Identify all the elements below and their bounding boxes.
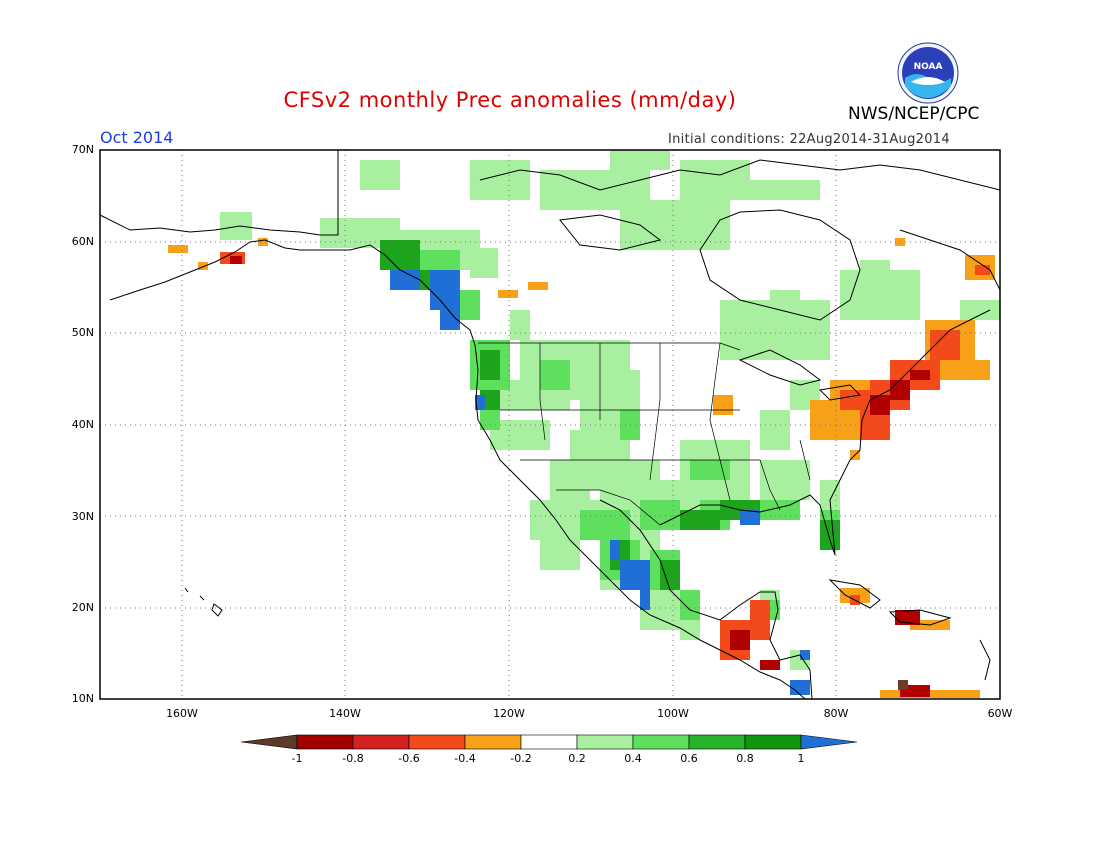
- colorbar-segment: [688, 734, 746, 750]
- chart-title: CFSv2 monthly Prec anomalies (mm/day): [283, 88, 737, 112]
- colorbar-label: 0.2: [568, 752, 586, 765]
- colorbar-label: -0.2: [510, 752, 532, 765]
- colorbar-segment: [352, 734, 410, 750]
- lat-label-60n: 60N: [71, 235, 94, 248]
- colorbar: [240, 734, 858, 750]
- grid-lines: [100, 150, 1000, 699]
- initial-conditions: Initial conditions: 22Aug2014-31Aug2014: [668, 132, 950, 147]
- colorbar-segment: [632, 734, 690, 750]
- lon-label-100w: 100W: [657, 707, 689, 720]
- lat-label-70n: 70N: [71, 143, 94, 156]
- forecast-month: Oct 2014: [100, 128, 174, 147]
- map-frame: [99, 149, 1001, 700]
- lon-label-160w: 160W: [166, 707, 198, 720]
- colorbar-label: 0.4: [624, 752, 642, 765]
- colorbar-segment: [520, 734, 578, 750]
- lon-label-120w: 120W: [493, 707, 525, 720]
- anomaly-shading: [168, 150, 1000, 698]
- colorbar-segment: [408, 734, 466, 750]
- colorbar-label: 1: [797, 752, 805, 765]
- organization-label: NWS/NCEP/CPC: [848, 104, 980, 124]
- lat-label-20n: 20N: [71, 601, 94, 614]
- political-borders: [478, 342, 811, 526]
- colorbar-segment: [744, 734, 802, 750]
- colorbar-label: -0.6: [398, 752, 420, 765]
- lat-label-40n: 40N: [71, 418, 94, 431]
- lat-label-10n: 10N: [71, 692, 94, 705]
- colorbar-segment: [296, 734, 354, 750]
- lat-label-30n: 30N: [71, 510, 94, 523]
- lon-label-140w: 140W: [329, 707, 361, 720]
- colorbar-segment: [576, 734, 634, 750]
- lon-label-80w: 80W: [823, 707, 849, 720]
- noaa-logo: NOAA: [897, 42, 959, 104]
- coastlines: [99, 150, 1001, 700]
- colorbar-segment: [240, 734, 298, 750]
- lon-label-60w: 60W: [987, 707, 1013, 720]
- colorbar-label: -0.8: [342, 752, 364, 765]
- svg-text:NOAA: NOAA: [914, 62, 943, 72]
- colorbar-segment: [800, 734, 858, 750]
- colorbar-label: 0.6: [680, 752, 698, 765]
- colorbar-label: -1: [291, 752, 303, 765]
- colorbar-segment: [464, 734, 522, 750]
- lat-label-50n: 50N: [71, 326, 94, 339]
- colorbar-label: -0.4: [454, 752, 476, 765]
- colorbar-label: 0.8: [736, 752, 754, 765]
